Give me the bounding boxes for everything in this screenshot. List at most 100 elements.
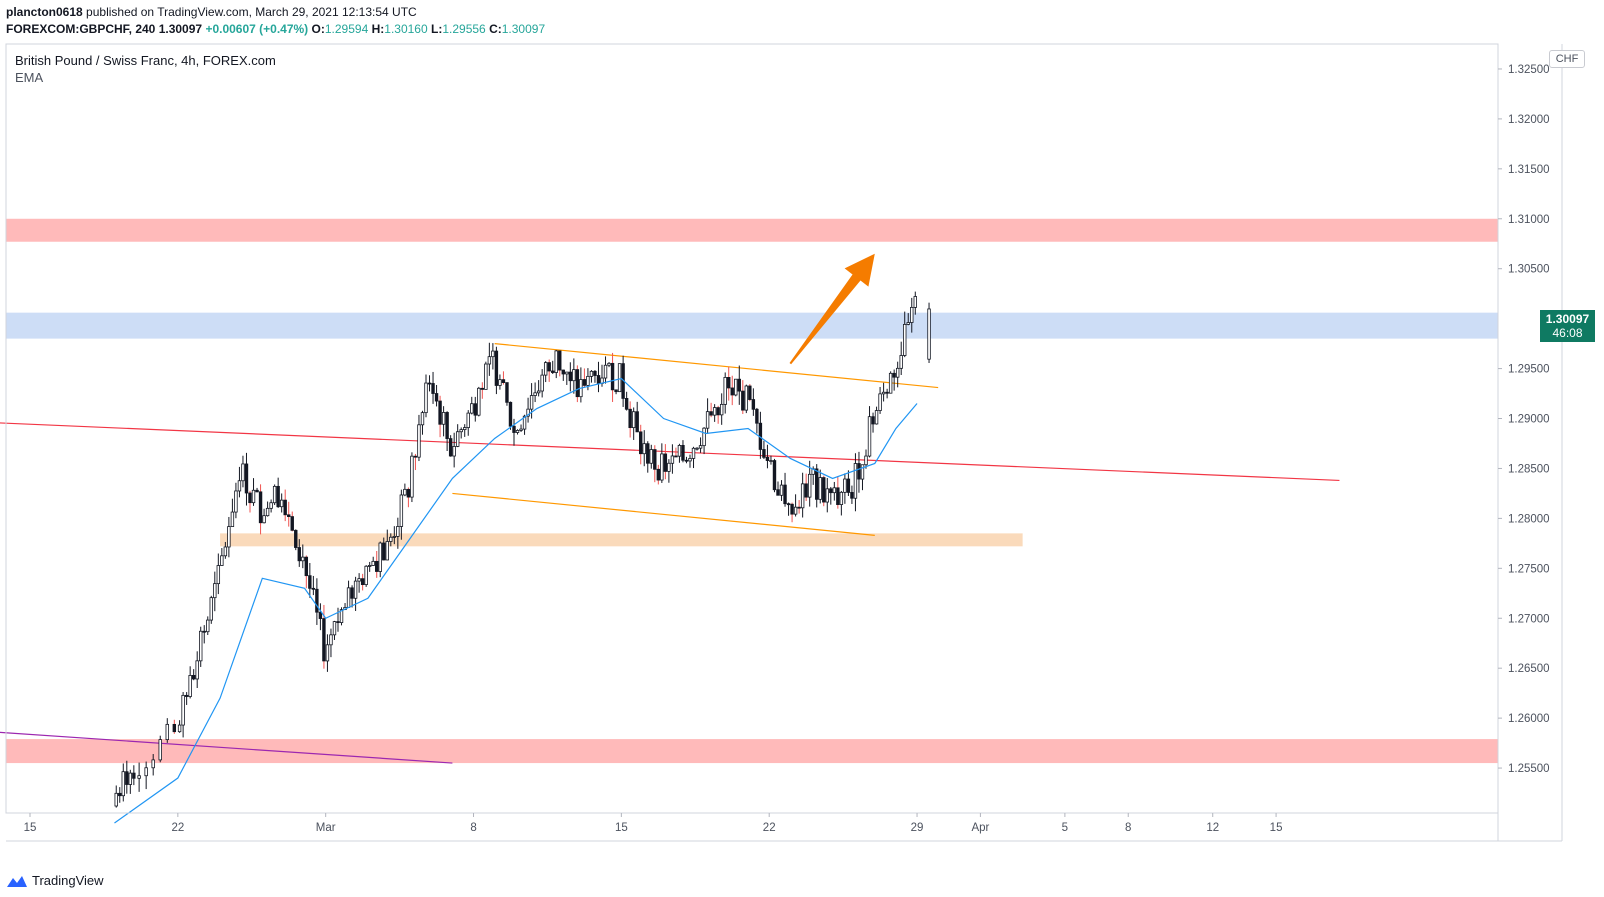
candle-body	[470, 403, 474, 414]
candle-body	[617, 363, 622, 393]
y-tick-label: 1.28000	[1508, 513, 1550, 525]
candle-body	[670, 455, 675, 464]
candle-body	[144, 767, 148, 777]
candle-body	[346, 587, 351, 608]
x-tick-label: 15	[24, 822, 37, 834]
currency-button[interactable]: CHF	[1549, 50, 1585, 68]
candle-body	[311, 587, 316, 590]
candle-body	[603, 364, 608, 379]
candle-body	[505, 382, 509, 403]
candle-body	[839, 491, 844, 505]
candle-body	[258, 491, 263, 524]
candle-body	[463, 427, 467, 431]
candle-body	[892, 372, 896, 378]
candle-body	[339, 609, 344, 623]
trendline-channel-bottom	[452, 492, 875, 536]
trendline-channel-top	[494, 343, 939, 389]
candle-body	[515, 430, 520, 433]
candle-body	[786, 503, 791, 506]
time-axis[interactable]: 15 22 Mar 8 15 22 29 Apr 5 8 12 15	[24, 813, 1283, 834]
zones-layer	[6, 218, 1498, 764]
candle-body	[748, 385, 752, 400]
tradingview-logo[interactable]: TradingView	[6, 873, 104, 888]
candle-body	[593, 370, 597, 376]
candle-body	[473, 403, 477, 416]
candle-body	[610, 362, 615, 391]
candle-body	[522, 415, 527, 430]
candle-body	[487, 356, 492, 365]
legend-ema[interactable]: EMA	[15, 70, 44, 85]
candle-body	[262, 515, 266, 524]
candle-body	[526, 408, 530, 417]
candle-body	[494, 350, 499, 386]
candle-body	[399, 494, 404, 527]
candle-body	[667, 462, 671, 472]
candle-body	[508, 401, 513, 427]
candle-body	[367, 565, 372, 567]
candle-body	[867, 416, 872, 457]
candle-body	[554, 350, 558, 373]
current-price-value: 1.30097	[1545, 312, 1590, 326]
candle-body	[688, 458, 692, 462]
candle-body	[318, 611, 323, 619]
candle-body	[607, 362, 611, 366]
candle-body	[269, 502, 273, 509]
candle-body	[172, 723, 177, 733]
candle-body	[741, 390, 745, 411]
candles-layer	[114, 291, 931, 808]
x-tick-label: Mar	[316, 822, 336, 834]
candle-body	[822, 477, 826, 503]
x-tick-label: Apr	[971, 822, 989, 834]
candle-body	[206, 619, 210, 633]
publish-line: plancton0618 published on TradingView.co…	[6, 5, 417, 20]
candle-body	[336, 621, 340, 623]
y-tick-label: 1.32000	[1508, 114, 1550, 126]
candle-body	[895, 367, 900, 378]
high-label: H:	[371, 22, 385, 36]
candle-body	[888, 372, 893, 394]
candle-body	[836, 487, 840, 505]
zone-lower	[6, 739, 1498, 764]
change-value: +0.00607 (+0.47%)	[205, 22, 309, 36]
y-tick-label: 1.30500	[1508, 264, 1550, 276]
candle-body	[529, 395, 534, 410]
candle-body	[325, 644, 330, 662]
candle-body	[572, 369, 576, 382]
candle-body	[815, 468, 819, 500]
candle-body	[846, 478, 851, 493]
candle-body	[371, 560, 375, 566]
candle-body	[188, 675, 192, 697]
published-text: published on TradingView.com, March 29, …	[86, 5, 417, 19]
candle-body	[448, 438, 453, 457]
candle-body	[406, 488, 411, 498]
candle-body	[551, 370, 555, 373]
y-tick-label: 1.27500	[1508, 563, 1550, 575]
symbol-label: FOREXCOM:GBPCHF, 240	[6, 22, 156, 36]
candle-body	[903, 324, 907, 356]
y-tick-label: 1.31500	[1508, 164, 1550, 176]
trendline-red-trendline	[0, 422, 1340, 482]
candle-body	[125, 771, 129, 785]
candle-body	[165, 723, 169, 741]
high-value: 1.30160	[384, 22, 428, 36]
zone-resistance	[6, 218, 1498, 242]
candle-body	[628, 408, 632, 429]
candle-body	[360, 578, 365, 586]
candle-body	[237, 480, 242, 492]
candle-body	[230, 511, 235, 527]
candle-body	[807, 473, 812, 498]
candle-body	[769, 460, 773, 462]
price-axis[interactable]: 1.32500 1.32000 1.31500 1.31000 1.30500 1.295…	[1498, 64, 1550, 775]
candle-body	[220, 555, 224, 566]
y-tick-label: 1.27000	[1508, 613, 1550, 625]
candle-body	[424, 382, 428, 414]
candle-body	[177, 724, 182, 733]
tradingview-icon	[7, 875, 27, 887]
candle-body	[698, 445, 703, 449]
candle-body	[635, 411, 639, 433]
author-name[interactable]: plancton0618	[6, 5, 83, 19]
candle-body	[825, 488, 829, 503]
candle-body	[860, 464, 865, 480]
candle-body	[712, 407, 717, 416]
